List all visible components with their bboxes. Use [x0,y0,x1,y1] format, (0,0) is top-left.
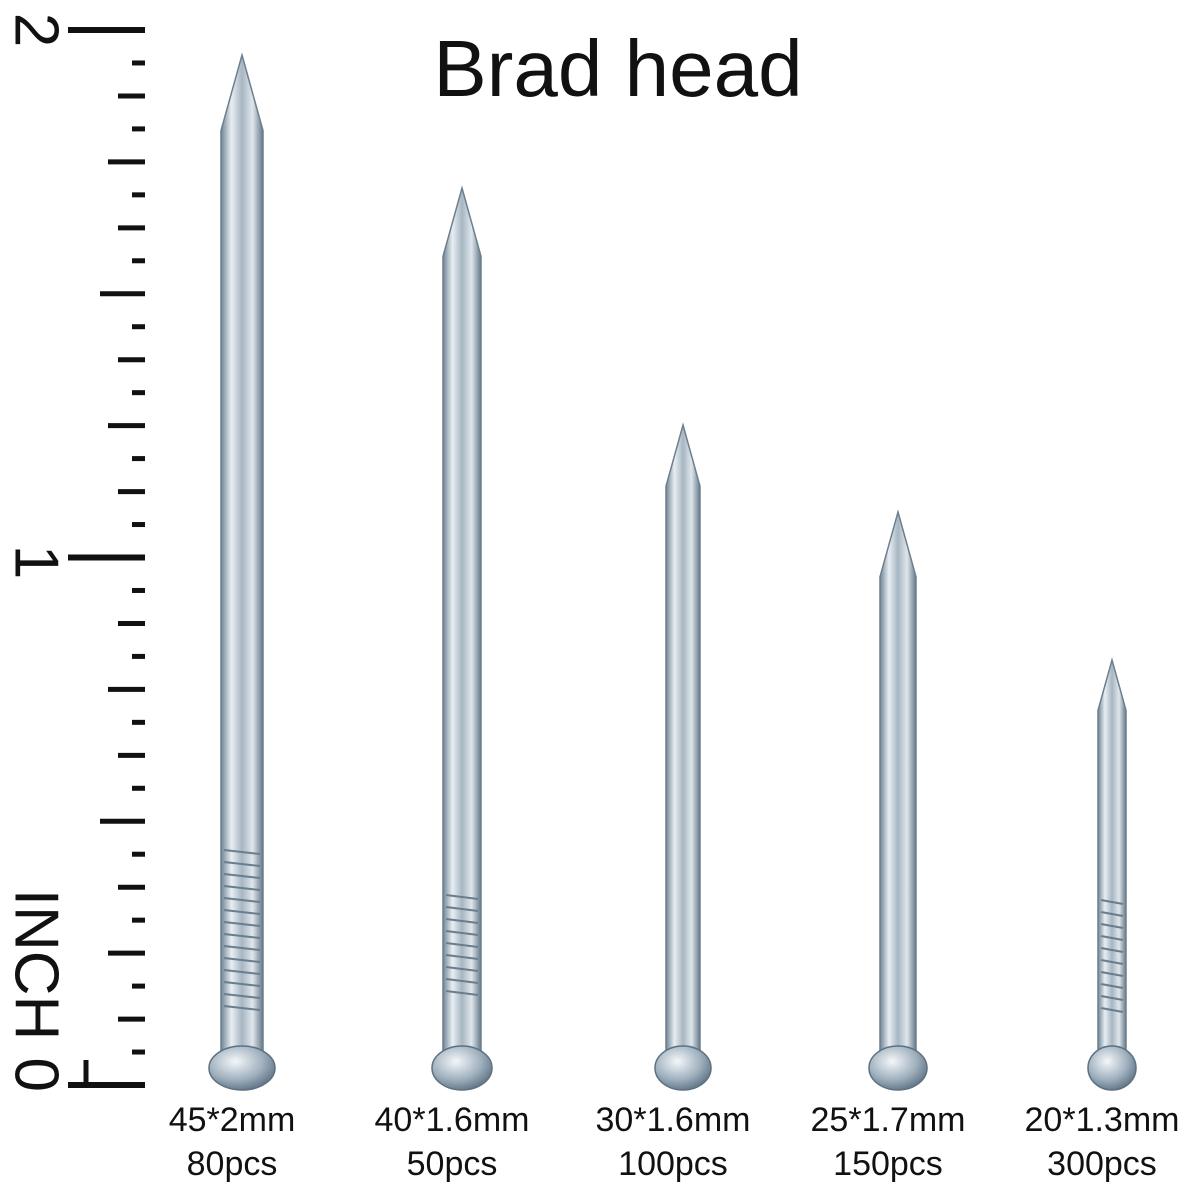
nail-count: 80pcs [187,1145,278,1183]
ruler [68,27,145,1088]
nail-grip [223,885,261,891]
nail-grip [223,933,261,939]
nail-size: 25*1.7mm [811,1101,966,1139]
nail-shank [665,422,701,1056]
title: Brad head [433,24,802,113]
nail-grip [223,921,261,927]
nail-count: 100pcs [618,1145,728,1183]
nail-grip [1100,983,1124,989]
nail-grip [223,945,261,951]
nail-grip [1100,947,1124,953]
nail-head [431,1045,493,1091]
nail-head [208,1045,276,1091]
nail-grip [223,969,261,975]
nail-grip [1100,935,1124,941]
nail-grip [223,1005,261,1011]
unit-label: INCH 0 [2,889,71,1092]
nail-shank [879,509,917,1056]
nail-grip [445,990,479,996]
nail-grip [1100,899,1124,905]
nail-count: 50pcs [407,1145,498,1183]
nail-grip [445,918,479,924]
nail-size: 20*1.3mm [1025,1101,1180,1139]
nail-grip [445,930,479,936]
nail-grip [1100,923,1124,929]
nail-grip [445,954,479,960]
nail-grip [1100,995,1124,1001]
nail-grip [223,849,261,855]
nails: 45*2mm 80pcs 40*1.6mm 50pcs 30*1.6mm 100pcs 25… [169,52,1180,1183]
nail-size: 40*1.6mm [375,1101,530,1139]
nail-size: 30*1.6mm [596,1101,751,1139]
nail-grip [1100,911,1124,917]
nail-grip [445,966,479,972]
nail-grip [223,957,261,963]
nail-grip [1100,1007,1124,1013]
nail-size: 45*2mm [169,1101,296,1139]
nail-grip [223,993,261,999]
nail-grip [1100,971,1124,977]
nail-grip [1100,959,1124,965]
ruler-label: 2 [2,13,71,47]
nail-head [868,1045,928,1091]
nail-grip [223,873,261,879]
nail-grip [223,981,261,987]
ruler-label: 1 [2,545,71,579]
nail-grip [223,897,261,903]
nail-head [1087,1045,1137,1091]
nail-count: 300pcs [1047,1145,1157,1183]
nail-shank [220,52,264,1056]
nail-grip [445,906,479,912]
nail-head [654,1045,712,1091]
nail-grip [445,894,479,900]
nail-grip [223,909,261,915]
nail-count: 150pcs [833,1145,943,1183]
nail-grip [445,942,479,948]
nail-grip [445,978,479,984]
nail-shank [442,185,482,1056]
nail-grip [223,861,261,867]
